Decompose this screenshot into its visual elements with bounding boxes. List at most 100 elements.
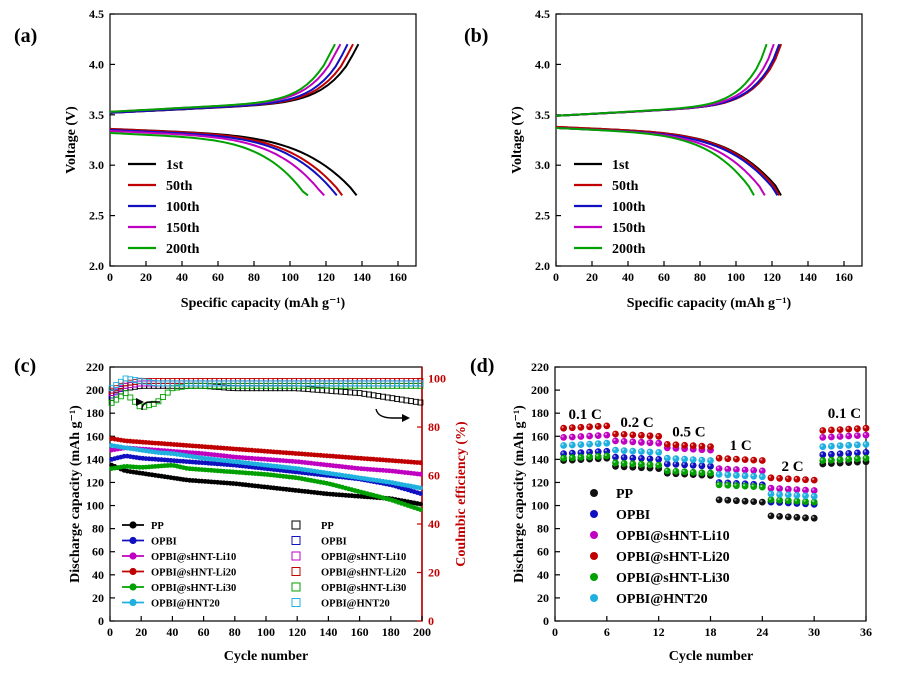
rate-point-OPBI@sHNT-Li10 [638,438,645,446]
rate-point-OPBI@sHNT-Li20 [603,422,611,430]
rate-point-highlight [846,427,849,430]
x-tick-label: 0 [552,625,558,639]
rate-point-highlight [751,499,754,502]
rate-point-OPBI@sHNT-Li30 [715,481,723,489]
y-tick-label: 160 [86,429,104,443]
charge-curve-150th [109,43,342,113]
rate-point-highlight [803,488,806,491]
arrow-left-head [136,398,144,406]
rate-point-PP [776,513,783,520]
rate-point-highlight [768,491,772,495]
y-tick-label: 160 [531,429,549,443]
x-tick-label: 30 [808,625,820,639]
rate-point-highlight [587,442,590,445]
rate-point-OPBI@HNT20 [629,447,637,455]
x-tick-label: 100 [727,270,745,284]
rate-point-highlight [578,450,582,453]
x-tick-label: 120 [763,270,781,284]
x-tick-label: 60 [212,270,224,284]
x-tick-label: 36 [860,625,872,639]
rate-point-OPBI@sHNT-Li20 [620,431,628,438]
panel-a: (a) 0 20 40 60 80 100 120 140 160 2.0 2.5 3.0 3.5 4.… [14,7,417,311]
x-tick-label: 120 [288,625,306,639]
rate-point-highlight [708,458,711,461]
rate-point-highlight [691,443,694,446]
rate-point-OPBI@HNT20 [620,447,628,454]
rate-point-highlight [604,433,607,436]
x-ticks-a: 0 20 40 60 80 100 120 140 160 [107,261,407,284]
rate-point-highlight [863,433,867,436]
rate-point-OPBI@HNT20 [784,491,792,499]
rate-point-PP [802,514,809,522]
x-tick-label: 24 [756,625,768,639]
rate-point-highlight [630,449,633,452]
rate-point-highlight [768,486,772,489]
rate-point-highlight [613,460,616,463]
rate-point-highlight [760,500,763,503]
rate-point-OPBI@HNT20 [715,471,723,478]
rate-point-highlight [838,434,841,437]
legend-label-OPBI@HNT20: OPBI@HNT20 [616,592,708,607]
y-tick-label: 120 [531,475,549,489]
legend-marker-OPBI@HNT20 [590,594,598,602]
rate-point-OPBI@sHNT-Li30 [758,483,766,491]
legend-marker-eff-OPBI@sHNT-Li30 [291,582,301,592]
rate-point-OPBI@sHNT-Li20 [689,442,697,450]
rate-point-OPBI@sHNT-Li20 [784,475,792,483]
discharge-curve-200th [555,126,755,196]
rate-point-highlight [777,514,780,517]
rate-point-OPBI@sHNT-Li30 [707,469,714,477]
rate-point-highlight [855,426,858,429]
legend-marker-OPBI@sHNT-Li30 [590,573,598,581]
rate-point-OPBI@sHNT-Li20 [594,422,602,430]
y-tick-label: 80 [537,522,549,536]
discharge-curve-50th [555,125,781,196]
y-tick-label: 0 [98,614,104,628]
rate-point-OPBI@HNT20 [568,441,576,449]
y-right-tick-label: 80 [428,420,440,434]
rate-point-highlight [647,456,651,459]
rate-point-highlight [561,435,564,438]
rate-point-highlight [570,442,573,446]
rate-point-OPBI@sHNT-Li10 [836,433,844,440]
legend-marker-OPBI@HNT20 [129,598,137,607]
efficiency-point-OPBI@HNT20 [108,385,115,392]
rate-label: 0.1 C [828,406,861,422]
rate-point-OPBI@sHNT-Li20 [638,431,645,439]
rate-point-OPBI@sHNT-Li20 [793,475,801,483]
rate-point-OPBI@sHNT-Li20 [663,441,671,448]
rate-point-highlight [725,467,728,470]
legend-marker-eff-PP [291,520,301,530]
rate-point-highlight [794,477,798,480]
rate-point-OPBI@sHNT-Li20 [836,426,844,433]
efficiency-point-OPBI@sHNT-Li30 [127,394,134,401]
x-tick-label: 60 [658,270,670,284]
rate-point-highlight [760,468,763,471]
rate-point-OPBI [638,455,645,462]
rate-point-OPBI@sHNT-Li30 [681,468,688,476]
x-tick-label: 120 [317,270,335,284]
rate-point-highlight [846,457,849,460]
legend-label-1st: 1st [166,158,183,173]
rate-point-highlight [863,426,867,429]
x-tick-label: 40 [622,270,634,284]
rate-point-OPBI@sHNT-Li10 [758,467,766,475]
rate-point-OPBI@sHNT-Li10 [793,486,801,493]
legend-label-100th: 100th [612,200,646,215]
y-tick-label: 180 [531,406,549,420]
rate-point-highlight [682,457,685,460]
rate-point-highlight [596,454,599,457]
point-OPBI [418,491,423,496]
rate-point-highlight [863,456,867,459]
rate-point-PP [750,498,758,505]
rate-point-highlight [846,443,849,446]
x-tick-label: 6 [604,625,610,639]
y-tick-label: 80 [92,522,104,536]
rate-point-OPBI@sHNT-Li20 [681,441,688,449]
x-tick-label: 80 [694,270,706,284]
panel-d: (d) 0 6 12 18 24 30 36 0 20 40 60 80 100 120 140 160 18… [470,355,872,664]
rate-point-OPBI@HNT20 [767,490,775,498]
rate-point-highlight [820,435,823,438]
y-ticks-c: 0 20 40 60 80 100 120 140 160 180 200 220 [86,360,115,628]
x-tick-label: 20 [140,270,152,284]
